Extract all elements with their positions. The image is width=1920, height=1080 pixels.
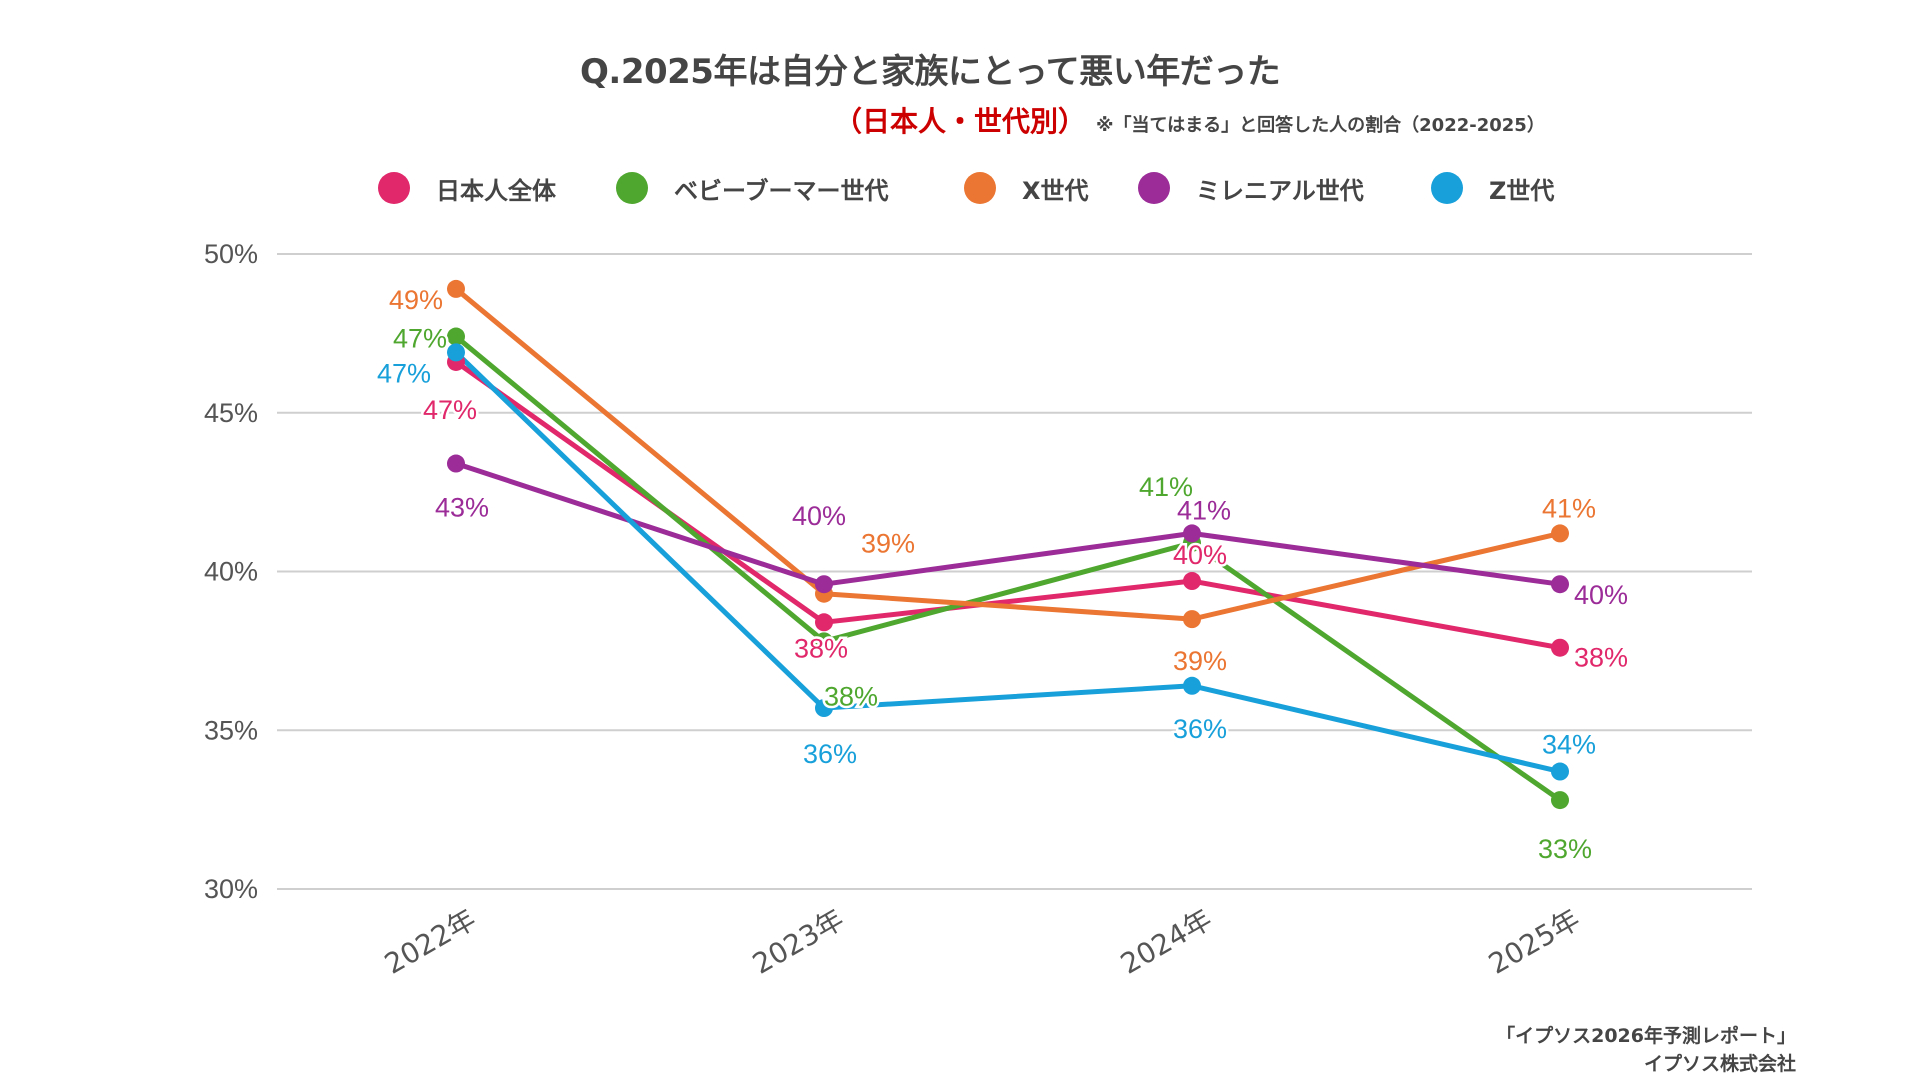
series-line-2 bbox=[453, 286, 1563, 622]
legend-label: 日本人全体 bbox=[436, 176, 556, 205]
legend-dot-icon bbox=[1138, 172, 1170, 204]
data-point bbox=[1551, 524, 1569, 543]
legend: 日本人全体 ベビーブーマー世代 X世代 ミレニアル世代 Z世代 bbox=[0, 168, 1920, 208]
legend-label: ミレニアル世代 bbox=[1196, 176, 1364, 205]
legend-item-baby-boomers: ベビーブーマー世代 bbox=[616, 168, 889, 208]
chart-note: ※「当てはまる」と回答した人の割合（2022-2025） bbox=[1096, 115, 1545, 136]
data-label: 39% bbox=[1173, 646, 1227, 676]
data-label: 40% bbox=[1173, 540, 1227, 570]
data-label: 39% bbox=[861, 529, 915, 559]
legend-item-all-japanese: 日本人全体 bbox=[378, 168, 556, 208]
data-label: 38% bbox=[1574, 643, 1628, 673]
data-label: 43% bbox=[435, 493, 489, 523]
data-point bbox=[1551, 791, 1569, 810]
legend-label: ベビーブーマー世代 bbox=[674, 176, 889, 205]
legend-dot-icon bbox=[378, 172, 410, 204]
data-label: 47% bbox=[377, 358, 431, 388]
legend-item-gen-x: X世代 bbox=[964, 168, 1089, 208]
chart-subtitle-row: （日本人・世代別） ※「当てはまる」と回答した人の割合（2022-2025） bbox=[834, 100, 1545, 140]
data-label: 38% bbox=[824, 681, 878, 711]
legend-item-gen-z: Z世代 bbox=[1431, 168, 1554, 208]
legend-dot-icon bbox=[616, 172, 648, 204]
data-label: 41% bbox=[1542, 493, 1596, 523]
data-point bbox=[1183, 676, 1201, 695]
data-point bbox=[815, 613, 833, 632]
chart-subtitle: （日本人・世代別） bbox=[834, 105, 1087, 138]
data-label: 47% bbox=[423, 395, 477, 425]
x-tick-label: 2024年 bbox=[1115, 902, 1217, 980]
y-tick-label: 30% bbox=[204, 874, 258, 904]
x-tick-label: 2025年 bbox=[1483, 902, 1585, 980]
data-point bbox=[1183, 524, 1201, 543]
series-line-3 bbox=[453, 461, 1563, 587]
data-label: 33% bbox=[1538, 834, 1592, 864]
data-point bbox=[815, 575, 833, 594]
data-label: 38% bbox=[794, 633, 848, 663]
data-label: 34% bbox=[1542, 730, 1596, 760]
data-point bbox=[1551, 575, 1569, 594]
data-label: 47% bbox=[393, 324, 447, 354]
series-line-1 bbox=[453, 334, 1563, 803]
data-label: 40% bbox=[792, 501, 846, 531]
data-point bbox=[1551, 762, 1569, 781]
data-label: 41% bbox=[1177, 495, 1231, 525]
data-point bbox=[1183, 572, 1201, 591]
data-label: 40% bbox=[1574, 580, 1628, 610]
source-report: 「イプソス2026年予測レポート」 bbox=[1496, 1025, 1796, 1047]
y-tick-label: 40% bbox=[204, 557, 258, 587]
y-tick-label: 45% bbox=[204, 398, 258, 428]
data-label: 36% bbox=[1173, 714, 1227, 744]
data-point bbox=[447, 343, 465, 362]
x-tick-label: 2022年 bbox=[379, 902, 481, 980]
chart-title: Q.2025年は自分と家族にとって悪い年だった bbox=[580, 52, 1281, 92]
data-label: 41% bbox=[1139, 472, 1193, 502]
legend-item-millennials: ミレニアル世代 bbox=[1138, 168, 1364, 208]
series-line-4 bbox=[453, 349, 1563, 775]
data-point bbox=[447, 279, 465, 298]
data-point bbox=[1551, 638, 1569, 657]
source-company: イプソス株式会社 bbox=[1643, 1053, 1796, 1075]
y-tick-label: 35% bbox=[204, 715, 258, 745]
data-point bbox=[815, 632, 833, 651]
legend-dot-icon bbox=[964, 172, 996, 204]
y-tick-label: 50% bbox=[204, 239, 258, 269]
legend-label: Z世代 bbox=[1489, 176, 1555, 205]
legend-dot-icon bbox=[1431, 172, 1463, 204]
data-label: 49% bbox=[389, 285, 443, 315]
data-point bbox=[447, 327, 465, 346]
legend-label: X世代 bbox=[1022, 176, 1089, 205]
data-point bbox=[815, 699, 833, 718]
data-point bbox=[1183, 610, 1201, 629]
source-credit: 「イプソス2026年予測レポート」 イプソス株式会社 bbox=[1496, 1022, 1796, 1078]
x-tick-label: 2023年 bbox=[747, 902, 849, 980]
data-point bbox=[447, 454, 465, 473]
data-label: 36% bbox=[803, 739, 857, 769]
